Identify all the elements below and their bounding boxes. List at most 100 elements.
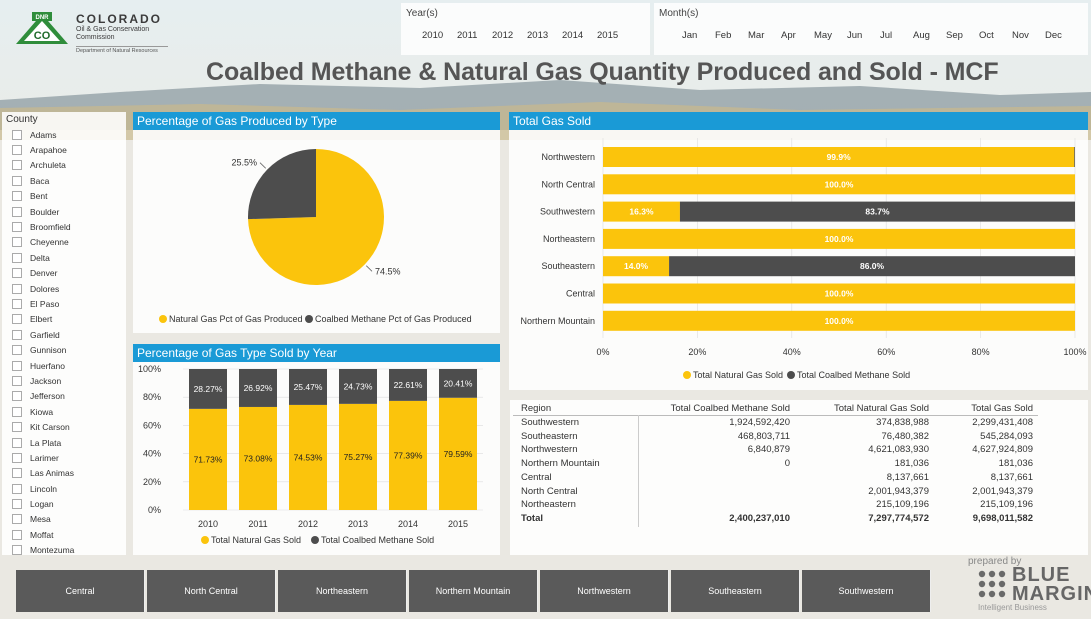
county-item[interactable]: Arapahoe <box>12 142 74 157</box>
checkbox-icon[interactable] <box>12 422 22 433</box>
month-option-apr[interactable]: Apr <box>781 30 796 41</box>
region-button-northern-mountain[interactable]: Northern Mountain <box>409 570 538 612</box>
region-bar-segment[interactable] <box>603 174 1075 195</box>
table-header-natural-gas[interactable]: Total Natural Gas Sold <box>833 403 929 414</box>
region-bar-segment[interactable] <box>603 228 1075 249</box>
county-item[interactable]: Denver <box>12 266 74 281</box>
month-option-jul[interactable]: Jul <box>880 30 893 41</box>
month-option-mar[interactable]: Mar <box>748 30 765 41</box>
year-option-2015[interactable]: 2015 <box>597 30 619 41</box>
county-item[interactable]: Moffat <box>12 527 74 542</box>
county-item[interactable]: Elbert <box>12 312 74 327</box>
year-bar-segment[interactable] <box>189 408 227 510</box>
region-button-north-central[interactable]: North Central <box>147 570 276 612</box>
year-bar-segment[interactable] <box>389 400 427 510</box>
table-header-region[interactable]: Region <box>521 403 552 414</box>
month-option-jun[interactable]: Jun <box>847 30 863 41</box>
county-item[interactable]: La Plata <box>12 435 74 450</box>
table-header-total[interactable]: Total Gas Sold <box>971 403 1033 414</box>
region-button-southeastern[interactable]: Southeastern <box>671 570 800 612</box>
county-item[interactable]: Logan <box>12 496 74 511</box>
region-bar-segment[interactable] <box>603 256 670 277</box>
region-button-northeastern[interactable]: Northeastern <box>278 570 407 612</box>
county-item[interactable]: Lincoln <box>12 481 74 496</box>
checkbox-icon[interactable] <box>12 391 22 402</box>
checkbox-icon[interactable] <box>12 175 22 186</box>
county-item[interactable]: Mesa <box>12 512 74 527</box>
county-item[interactable]: Las Animas <box>12 466 74 481</box>
region-button-northwestern[interactable]: Northwestern <box>540 570 669 612</box>
checkbox-icon[interactable] <box>12 345 22 356</box>
region-bar-segment[interactable] <box>603 201 680 222</box>
county-item[interactable]: Cheyenne <box>12 235 74 250</box>
county-item[interactable]: Adams <box>12 127 74 142</box>
county-item[interactable]: Kiowa <box>12 404 74 419</box>
checkbox-icon[interactable] <box>12 191 22 202</box>
year-option-2011[interactable]: 2011 <box>457 30 478 41</box>
county-item[interactable]: Huerfano <box>12 358 74 373</box>
checkbox-icon[interactable] <box>12 252 22 263</box>
month-option-aug[interactable]: Aug <box>913 30 930 41</box>
county-item[interactable]: Boulder <box>12 204 74 219</box>
year-bar-segment[interactable] <box>339 369 377 404</box>
checkbox-icon[interactable] <box>12 222 22 233</box>
county-item[interactable]: Larimer <box>12 450 74 465</box>
year-option-2012[interactable]: 2012 <box>492 30 514 41</box>
region-bar-segment[interactable] <box>1074 147 1075 167</box>
year-bar-segment[interactable] <box>189 369 227 409</box>
checkbox-icon[interactable] <box>12 452 22 463</box>
county-item[interactable]: Broomfield <box>12 219 74 234</box>
checkbox-icon[interactable] <box>12 545 22 555</box>
checkbox-icon[interactable] <box>12 483 22 494</box>
year-option-2014[interactable]: 2014 <box>562 30 584 41</box>
year-bar-segment[interactable] <box>389 369 427 401</box>
checkbox-icon[interactable] <box>12 375 22 386</box>
county-item[interactable]: Dolores <box>12 281 74 296</box>
month-option-nov[interactable]: Nov <box>1012 30 1029 41</box>
county-item[interactable]: Bent <box>12 189 74 204</box>
month-option-jan[interactable]: Jan <box>682 30 698 41</box>
checkbox-icon[interactable] <box>12 499 22 510</box>
checkbox-icon[interactable] <box>12 514 22 525</box>
region-bar-segment[interactable] <box>603 283 1075 304</box>
checkbox-icon[interactable] <box>12 406 22 417</box>
county-item[interactable]: Jefferson <box>12 389 74 404</box>
county-item[interactable]: Kit Carson <box>12 419 74 434</box>
pie-slice[interactable] <box>248 149 316 220</box>
year-bar-segment[interactable] <box>439 369 477 398</box>
county-item[interactable]: Archuleta <box>12 158 74 173</box>
checkbox-icon[interactable] <box>12 360 22 371</box>
checkbox-icon[interactable] <box>12 129 22 140</box>
year-bar-segment[interactable] <box>239 369 277 407</box>
checkbox-icon[interactable] <box>12 298 22 309</box>
pie-slice[interactable] <box>248 149 384 285</box>
region-bar-segment[interactable] <box>603 147 1075 167</box>
county-item[interactable]: Gunnison <box>12 342 74 357</box>
year-bar-segment[interactable] <box>239 406 277 510</box>
checkbox-icon[interactable] <box>12 283 22 294</box>
year-bar-segment[interactable] <box>289 404 327 510</box>
checkbox-icon[interactable] <box>12 314 22 325</box>
region-bar-segment[interactable] <box>679 201 1075 222</box>
region-bar-segment[interactable] <box>603 310 1075 331</box>
checkbox-icon[interactable] <box>12 437 22 448</box>
checkbox-icon[interactable] <box>12 160 22 171</box>
county-item[interactable]: El Paso <box>12 296 74 311</box>
checkbox-icon[interactable] <box>12 468 22 479</box>
checkbox-icon[interactable] <box>12 206 22 217</box>
county-item[interactable]: Delta <box>12 250 74 265</box>
table-header-cbm[interactable]: Total Coalbed Methane Sold <box>670 403 790 414</box>
month-option-dec[interactable]: Dec <box>1045 30 1062 41</box>
year-option-2010[interactable]: 2010 <box>422 30 444 41</box>
month-option-sep[interactable]: Sep <box>946 30 963 41</box>
checkbox-icon[interactable] <box>12 268 22 279</box>
year-bar-segment[interactable] <box>339 403 377 510</box>
county-item[interactable]: Jackson <box>12 373 74 388</box>
year-option-2013[interactable]: 2013 <box>527 30 549 41</box>
county-item[interactable]: Baca <box>12 173 74 188</box>
county-item[interactable]: Montezuma <box>12 543 74 555</box>
year-bar-segment[interactable] <box>289 369 327 405</box>
checkbox-icon[interactable] <box>12 329 22 340</box>
month-option-feb[interactable]: Feb <box>715 30 732 41</box>
checkbox-icon[interactable] <box>12 237 22 248</box>
